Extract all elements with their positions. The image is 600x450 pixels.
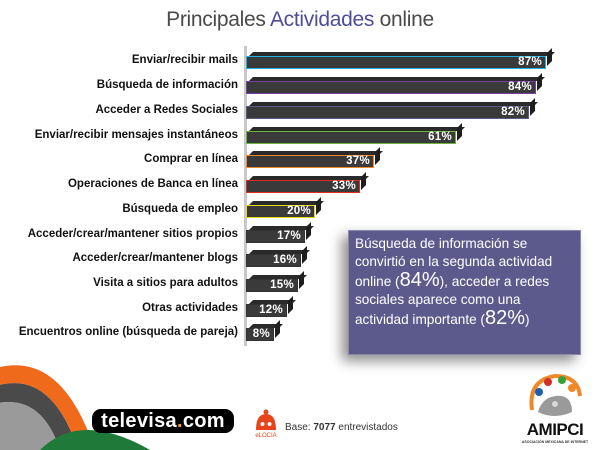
- bar-label: Operaciones de Banca en línea: [67, 178, 238, 190]
- base-prefix: Base:: [285, 422, 314, 433]
- bar: 17%: [246, 222, 314, 243]
- bar-row: Enviar/recibir mails 87%: [0, 48, 600, 72]
- base-note: Base: 7077 entrevistados: [285, 422, 398, 433]
- callout-line: Búsqueda de información se convirtió en …: [355, 236, 553, 289]
- bar-row: Enviar/recibir mensajes instantáneos 61%: [0, 123, 600, 147]
- bar-value: 8%: [252, 328, 270, 340]
- elocia-logo: eLOCIA: [255, 409, 277, 439]
- bar-side-face: [316, 197, 321, 215]
- bar-row: Acceder a Redes Sociales 82%: [0, 98, 600, 122]
- base-suffix: entrevistados: [335, 422, 398, 433]
- bar: 16%: [246, 246, 310, 267]
- bar-label: Encuentros online (búsqueda de pareja): [18, 326, 238, 338]
- bar-label: Enviar/recibir mails: [131, 54, 238, 66]
- amipci-emblem-icon: [529, 373, 582, 416]
- bar-label: Acceder/crear/mantener blogs: [72, 252, 238, 264]
- bar-top-face: [249, 102, 538, 106]
- bar: 15%: [246, 271, 307, 292]
- bar-row: Encuentros online (búsqueda de pareja) 8%: [0, 320, 600, 344]
- bar-label: Enviar/recibir mensajes instantáneos: [34, 129, 238, 141]
- bar-value: 17%: [277, 230, 301, 242]
- logo-dot: .: [176, 410, 183, 432]
- bar-value: 16%: [273, 254, 297, 266]
- bar-side-face: [299, 271, 304, 289]
- bar-value: 84%: [508, 81, 532, 93]
- bar-row: Acceder/crear/mantener blogs 16%: [0, 246, 600, 270]
- bar-side-face: [547, 48, 552, 66]
- bar: 20%: [246, 197, 324, 218]
- bar: 37%: [246, 147, 383, 168]
- decorative-swoosh-graphic: [0, 365, 150, 450]
- bar-value: 12%: [259, 304, 283, 316]
- callout-highlight: 84%: [399, 269, 440, 291]
- amipci-subtitle: ASOCIACIÓN MEXICANA DE INTERNET: [521, 440, 589, 444]
- title-text: Principales: [166, 8, 270, 31]
- bar-top-face: [249, 52, 555, 56]
- bar: 12%: [246, 296, 296, 317]
- bar-label: Búsqueda de empleo: [122, 203, 238, 215]
- bar-value: 87%: [518, 56, 542, 68]
- callout-line: ), acceder a redes sociales aparece como…: [355, 274, 550, 327]
- bar-row: Operaciones de Banca en línea 33%: [0, 172, 600, 196]
- callout-line: ): [525, 312, 530, 327]
- bar-side-face: [457, 123, 462, 141]
- bar-side-face: [537, 73, 542, 91]
- bar-value: 33%: [332, 180, 356, 192]
- callout-text: Búsqueda de información se convirtió en …: [355, 235, 574, 329]
- bar-label: Búsqueda de información: [96, 79, 238, 91]
- bar-label: Otras actividades: [142, 302, 238, 314]
- bar: 33%: [246, 172, 369, 193]
- title-text-end: online: [374, 8, 435, 31]
- amipci-logo: AMIPCI ASOCIACIÓN MEXICANA DE INTERNET: [514, 370, 596, 450]
- callout-box: Búsqueda de información se convirtió en …: [348, 230, 581, 355]
- callout-highlight: 82%: [484, 307, 525, 329]
- bar-value: 37%: [346, 155, 370, 167]
- bar-top-face: [249, 77, 545, 81]
- bar-side-face: [288, 296, 293, 314]
- bar-value: 82%: [501, 106, 525, 118]
- bar: 8%: [246, 320, 283, 341]
- amipci-name: AMIPCI: [526, 420, 584, 439]
- bar-label: Acceder a Redes Sociales: [95, 104, 238, 116]
- televisa-logo: televisa.com: [92, 409, 234, 433]
- bar-label: Acceder/crear/mantener sitios propios: [27, 228, 238, 240]
- bar-row: Otras actividades 12%: [0, 296, 600, 320]
- bar-side-face: [361, 172, 366, 190]
- title-accent: Actividades: [269, 8, 375, 31]
- bar: 87%: [246, 48, 555, 69]
- chart-title: Principales Actividades online: [0, 8, 600, 32]
- bar-side-face: [530, 98, 535, 116]
- base-count: 7077: [313, 422, 336, 433]
- logo-text: televisa: [101, 410, 177, 432]
- bar-label: Comprar en línea: [144, 153, 238, 165]
- logo-text: com: [182, 410, 225, 432]
- bar-value: 61%: [428, 131, 452, 143]
- bar-row: Visita a sitios para adultos 15%: [0, 271, 600, 295]
- bar-row: Comprar en línea 37%: [0, 147, 600, 171]
- bar-side-face: [275, 320, 280, 338]
- bar-value: 15%: [270, 279, 294, 291]
- bar-row: Acceder/crear/mantener sitios propios 17%: [0, 222, 600, 246]
- bar-row: Búsqueda de información 84%: [0, 73, 600, 97]
- bar: 84%: [246, 73, 545, 94]
- chart-axis: [244, 46, 247, 346]
- svg-text:eLOCIA: eLOCIA: [255, 433, 276, 439]
- bar-side-face: [375, 147, 380, 165]
- bar-side-face: [306, 222, 311, 240]
- bar-row: Búsqueda de empleo 20%: [0, 197, 600, 221]
- bar: 61%: [246, 123, 465, 144]
- bar: 82%: [246, 98, 538, 119]
- bar-label: Visita a sitios para adultos: [93, 277, 238, 289]
- bar-side-face: [302, 246, 307, 264]
- bar-value: 20%: [287, 205, 311, 217]
